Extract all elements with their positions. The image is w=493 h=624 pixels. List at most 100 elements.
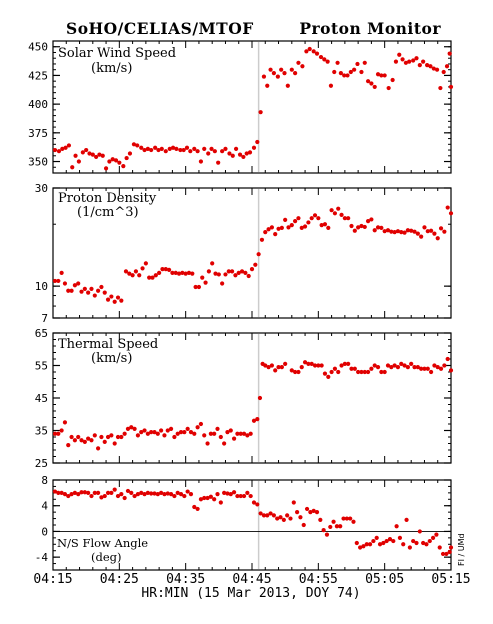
data-point [385, 228, 391, 233]
data-point [306, 361, 311, 366]
data-point [275, 516, 280, 521]
data-point [205, 495, 210, 501]
data-point [59, 270, 64, 275]
data-point [228, 492, 233, 497]
data-point [411, 538, 416, 544]
data-point [394, 524, 399, 529]
data-point [412, 365, 417, 370]
data-point [438, 85, 443, 91]
x-tick-label: 04:45 [232, 572, 271, 587]
data-point [56, 149, 62, 154]
y-tick-label: 0 [41, 525, 48, 538]
data-point [289, 223, 294, 228]
data-point [425, 63, 430, 68]
data-point [182, 493, 187, 499]
data-point [302, 360, 308, 365]
data-point [255, 417, 260, 422]
data-point [97, 152, 102, 157]
data-point [196, 284, 202, 290]
data-point [246, 273, 251, 279]
data-point [392, 230, 397, 235]
data-point [109, 490, 114, 495]
data-point [283, 361, 288, 366]
data-point [155, 431, 160, 436]
data-point [133, 269, 139, 274]
panel-4: -4 0 4 8 N/S Flow Angle(deg) [35, 474, 454, 571]
data-point [440, 551, 446, 557]
data-point [399, 230, 404, 235]
data-point [432, 363, 437, 368]
y-tick-label: 350 [28, 156, 48, 169]
data-point [79, 438, 84, 443]
y-tick-label: 45 [35, 392, 48, 405]
data-point [255, 139, 260, 145]
data-point [311, 49, 316, 54]
data-point [76, 159, 81, 164]
data-point [352, 228, 357, 233]
data-point [79, 289, 84, 294]
data-point [266, 227, 271, 232]
data-point [163, 267, 168, 272]
data-point [176, 271, 182, 276]
data-point [329, 208, 334, 213]
data-point [282, 71, 287, 76]
data-point [178, 492, 184, 497]
data-point [434, 67, 440, 72]
data-point [356, 225, 361, 230]
data-point [256, 252, 261, 257]
data-point [163, 149, 168, 154]
data-point [153, 145, 158, 150]
data-point [105, 490, 111, 495]
data-point [379, 369, 384, 375]
data-point [302, 224, 308, 229]
data-point [417, 63, 422, 68]
data-point [56, 431, 61, 436]
data-point [230, 269, 235, 274]
data-point [135, 492, 141, 497]
data-point [127, 271, 132, 276]
data-point [155, 492, 160, 497]
data-point [208, 494, 213, 499]
data-point [165, 428, 170, 433]
data-point [276, 226, 281, 231]
data-point [145, 490, 150, 495]
data-point [429, 369, 434, 375]
data-point [381, 540, 386, 546]
data-point [316, 363, 321, 368]
data-point [129, 490, 134, 495]
data-point [174, 146, 179, 151]
data-point [66, 288, 71, 293]
data-point [375, 365, 381, 370]
data-point [258, 110, 263, 115]
panel-title: Solar Wind Speed [58, 46, 176, 61]
data-point [238, 431, 243, 436]
data-point [212, 497, 217, 502]
data-point [435, 365, 440, 370]
data-point [119, 434, 124, 440]
data-point [119, 298, 124, 303]
data-point [223, 146, 228, 151]
data-point [265, 83, 270, 88]
data-point [218, 500, 223, 505]
data-point [428, 64, 433, 69]
data-point [241, 493, 247, 499]
data-point [124, 155, 129, 161]
header-right-title: Proton Monitor [299, 19, 441, 38]
data-point [429, 228, 434, 233]
data-point [172, 434, 177, 440]
data-point [200, 275, 205, 280]
data-point [230, 153, 235, 158]
data-point [432, 231, 437, 236]
data-point [385, 363, 391, 368]
data-point [365, 369, 371, 375]
data-point [445, 356, 450, 362]
data-point [328, 524, 333, 530]
data-point [389, 229, 394, 234]
data-point [157, 270, 162, 275]
data-point [206, 269, 211, 274]
data-point [266, 365, 271, 370]
data-point [102, 439, 107, 444]
data-point [76, 492, 81, 497]
